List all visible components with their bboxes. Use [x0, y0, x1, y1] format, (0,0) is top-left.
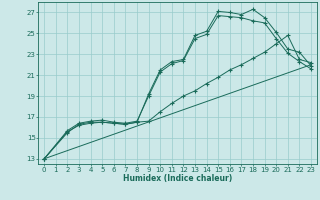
X-axis label: Humidex (Indice chaleur): Humidex (Indice chaleur)	[123, 174, 232, 183]
